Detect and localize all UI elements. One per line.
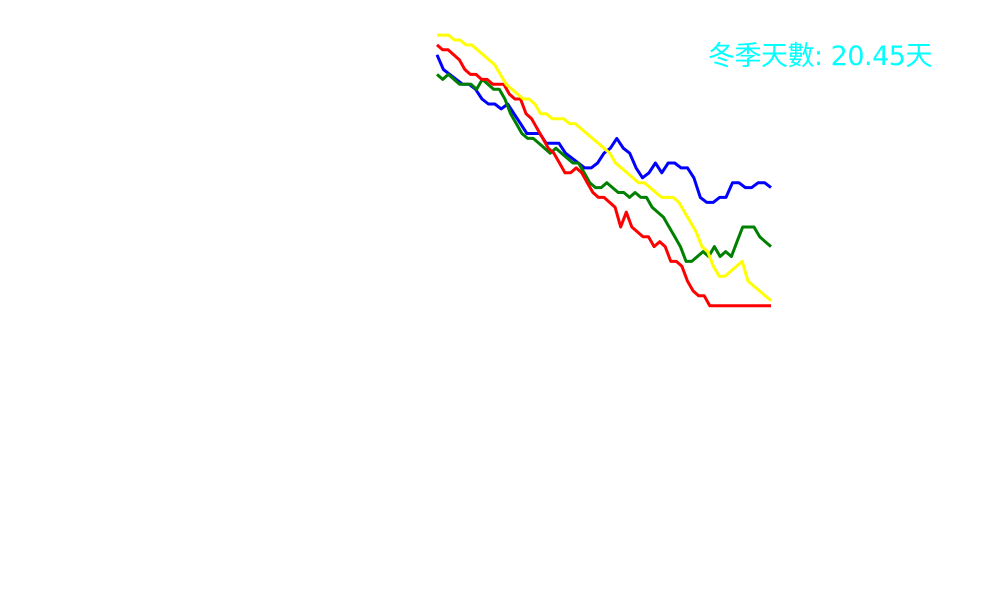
- series-layer: [435, 33, 772, 308]
- winter-days-annotation: 冬季天數: 20.45天: [708, 41, 932, 72]
- series-line-2: [436, 72, 772, 263]
- series-line-1: [435, 54, 772, 204]
- series-line-3: [436, 43, 771, 308]
- series-line-4: [437, 33, 772, 302]
